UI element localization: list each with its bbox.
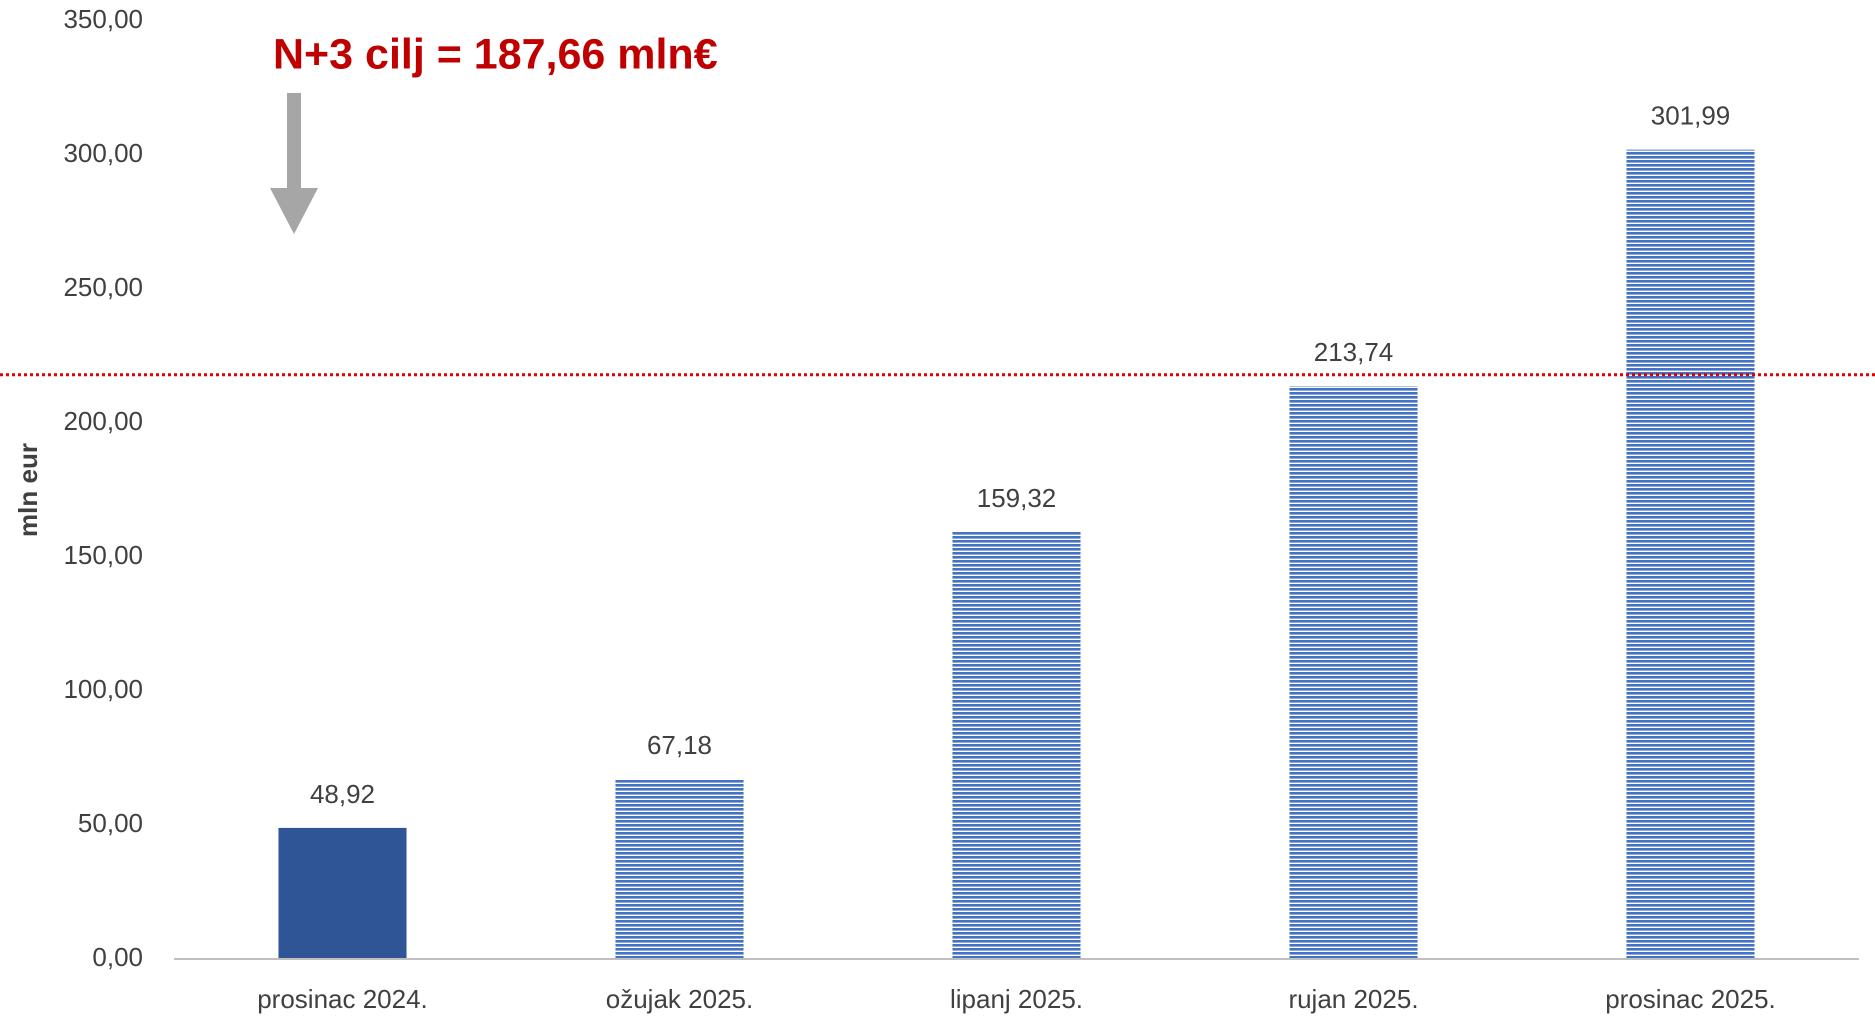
y-axis-label: mln eur bbox=[13, 443, 43, 537]
y-tick-label: 300,00 bbox=[63, 138, 143, 168]
y-tick-label: 50,00 bbox=[78, 808, 143, 838]
data-label: 67,18 bbox=[647, 730, 712, 760]
bar bbox=[278, 827, 407, 959]
bar bbox=[1626, 149, 1755, 959]
data-label: 213,74 bbox=[1314, 337, 1394, 367]
x-tick-label: lipanj 2025. bbox=[950, 984, 1083, 1014]
x-tick-label: ožujak 2025. bbox=[606, 984, 753, 1014]
data-label: 159,32 bbox=[977, 483, 1057, 513]
x-tick-label: prosinac 2024. bbox=[257, 984, 428, 1014]
y-tick-label: 200,00 bbox=[63, 406, 143, 436]
y-tick-label: 350,00 bbox=[63, 4, 143, 34]
bar bbox=[615, 778, 744, 959]
y-tick-label: 0,00 bbox=[92, 942, 143, 972]
x-tick-label: prosinac 2025. bbox=[1605, 984, 1776, 1014]
y-tick-label: 250,00 bbox=[63, 272, 143, 302]
bar bbox=[1289, 386, 1418, 960]
x-tick-label: rujan 2025. bbox=[1288, 984, 1418, 1014]
y-tick-label: 150,00 bbox=[63, 540, 143, 570]
annotation: N+3 cilj = 187,66 mln€ bbox=[273, 30, 718, 78]
data-label: 301,99 bbox=[1651, 101, 1731, 131]
arrow bbox=[270, 93, 318, 234]
y-tick-label: 100,00 bbox=[63, 674, 143, 704]
bar bbox=[952, 532, 1081, 959]
data-label: 48,92 bbox=[310, 779, 375, 809]
